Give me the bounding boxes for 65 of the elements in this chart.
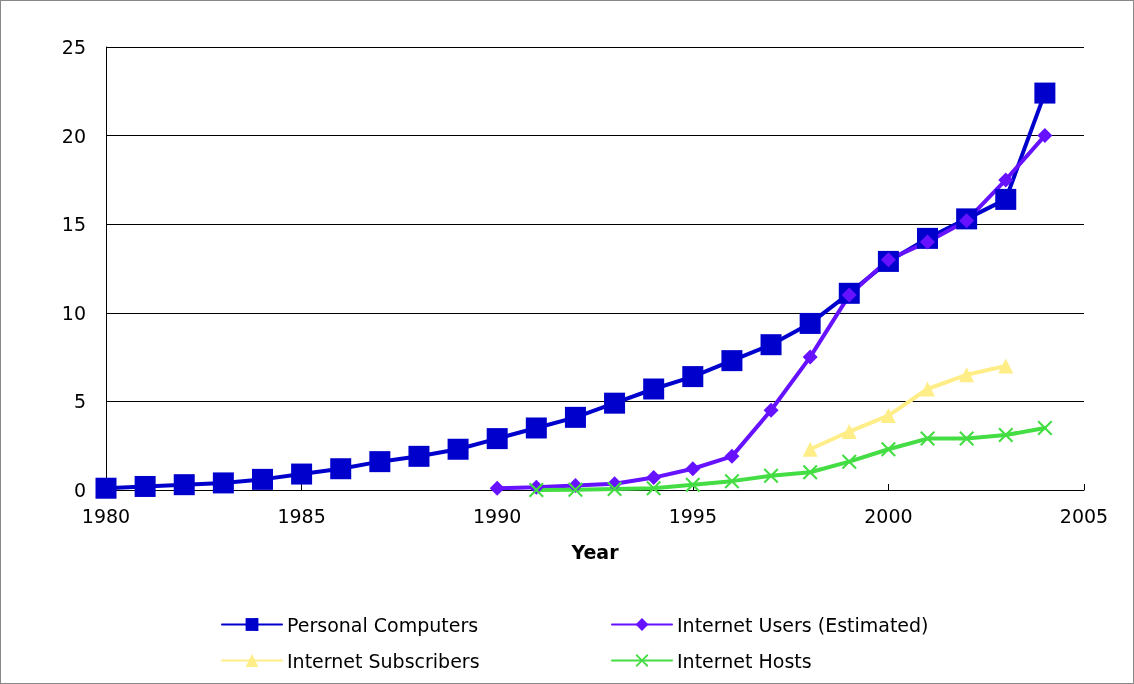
point [607,481,623,497]
point [995,188,1017,210]
point [880,408,896,424]
y-tick-label: 0 [73,479,86,501]
point [489,480,505,496]
point [525,417,547,439]
point [998,427,1014,443]
point [173,474,195,496]
point [95,477,117,499]
point [802,441,818,457]
point [880,441,896,457]
point [841,454,857,470]
point [802,464,818,480]
point [724,448,740,464]
point [920,381,936,397]
point [763,468,779,484]
point [1034,82,1056,104]
point [721,350,743,372]
x-tick-label: 2000 [864,504,913,527]
point [920,431,936,447]
point [841,424,857,440]
point [760,334,782,356]
point [799,312,821,334]
x-tick-label: 1980 [81,504,131,527]
y-tick-label: 5 [73,390,86,413]
y-tick-label: 10 [61,301,86,324]
point [682,366,704,388]
point [212,472,234,494]
point [724,473,740,489]
point [369,451,391,473]
y-tick-label: 25 [61,36,86,58]
point [802,349,818,365]
point [408,445,430,467]
point [685,477,701,493]
legend-label: Personal Computers [287,613,479,636]
point [998,172,1014,188]
point [643,378,665,400]
legend-label: Internet Subscribers [287,649,480,672]
point [134,475,156,497]
point [486,428,508,450]
x-axis-title: Year [570,540,620,563]
point [564,406,586,428]
x-tick-label: 2005 [1059,504,1109,527]
point [251,468,273,490]
point [604,392,626,414]
point [646,480,662,496]
point [447,438,469,460]
point [959,367,975,383]
point [1037,420,1053,436]
point [998,358,1014,374]
y-tick-label: 15 [61,213,86,236]
x-tick-label: 1995 [668,504,717,527]
point [1037,128,1053,144]
point [959,431,975,447]
y-tick-label: 20 [61,124,86,147]
point [646,470,662,486]
x-tick-label: 1990 [473,504,522,527]
legend-label: Internet Users (Estimated) [677,613,929,636]
point [291,463,313,485]
point [685,461,701,477]
x-tick-label: 1985 [277,504,326,527]
legend-label: Internet Hosts [677,649,812,672]
point [763,402,779,418]
point [330,458,352,480]
point [567,482,583,498]
